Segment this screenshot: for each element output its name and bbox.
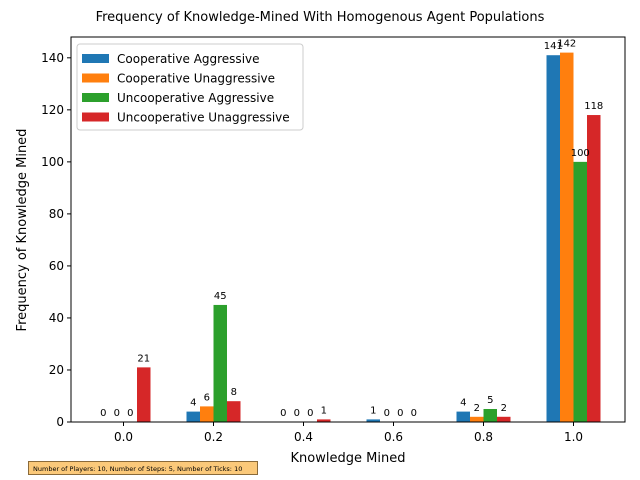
bar-value-label: 4 — [190, 398, 196, 409]
bar — [456, 411, 470, 422]
legend-swatch — [82, 93, 109, 102]
bar-value-label: 0 — [397, 408, 403, 419]
bar — [497, 416, 511, 422]
bar-value-label: 8 — [231, 387, 237, 398]
plot-frame — [70, 36, 626, 423]
x-tick-label: 1.0 — [564, 430, 583, 444]
y-tick-label: 20 — [49, 363, 64, 377]
legend-swatch — [82, 54, 109, 63]
bar-value-label: 21 — [137, 353, 150, 364]
legend-entry: Cooperative Unaggressive — [117, 72, 275, 86]
x-tick-label: 0.0 — [114, 430, 133, 444]
x-tick-label: 0.2 — [204, 430, 223, 444]
bar — [200, 406, 214, 422]
legend-swatch — [82, 73, 109, 83]
bar — [573, 161, 587, 422]
y-tick-label: 100 — [41, 155, 64, 169]
x-tick-label: 0.6 — [384, 430, 403, 444]
x-tick-label: 0.8 — [474, 430, 493, 444]
bar-value-label: 5 — [487, 395, 493, 406]
y-axis: 0 20 40 60 80 100 120 140 — [41, 51, 71, 429]
bar-value-label: 100 — [571, 148, 590, 159]
legend-entry: Cooperative Aggressive — [117, 52, 260, 66]
y-tick-label: 120 — [41, 103, 64, 117]
bar — [470, 416, 484, 422]
bar — [213, 304, 227, 422]
bar — [560, 52, 574, 423]
y-tick-label: 60 — [49, 259, 64, 273]
y-tick-label: 0 — [56, 415, 64, 429]
legend-box — [76, 43, 304, 131]
bar-value-label: 0 — [127, 408, 133, 419]
bar-value-label: 2 — [501, 403, 507, 414]
y-tick-label: 80 — [49, 207, 64, 221]
bar-value-label: 0 — [280, 408, 286, 419]
bar — [366, 419, 380, 422]
bar-value-label: 0 — [294, 408, 300, 419]
bar-value-label: 1 — [321, 405, 327, 416]
legend-entry: Uncooperative Unaggressive — [117, 111, 290, 125]
bar-value-label: 0 — [100, 408, 106, 419]
bar — [587, 115, 601, 423]
x-axis: 0.0 0.2 0.4 0.6 0.8 1.0 — [114, 422, 583, 444]
chart-title: Frequency of Knowledge-Mined With Homoge… — [96, 10, 545, 25]
bar — [483, 408, 497, 422]
bar-value-label: 0 — [307, 408, 313, 419]
bar-value-label: 0 — [411, 408, 417, 419]
bar-value-label: 0 — [114, 408, 120, 419]
bar-value-label: 141 — [544, 41, 563, 52]
y-tick-label: 40 — [49, 311, 64, 325]
bar — [186, 411, 200, 422]
bar-value-label: 4 — [460, 398, 466, 409]
bar-value-label: 1 — [370, 405, 376, 416]
bar-value-label: 118 — [584, 101, 603, 112]
bar — [317, 419, 331, 422]
y-tick-label: 140 — [41, 51, 64, 65]
x-tick-label: 0.4 — [294, 430, 313, 444]
run-parameters-note: Number of Players: 10, Number of Steps: … — [28, 461, 258, 475]
bar-value-label: 142 — [557, 39, 576, 50]
bar — [227, 401, 241, 422]
bar-value-label: 45 — [214, 291, 227, 302]
legend-swatch — [82, 112, 109, 122]
legend-entry: Uncooperative Aggressive — [117, 91, 274, 105]
bar-value-label: 6 — [204, 392, 210, 403]
bar-value-label: 0 — [384, 408, 390, 419]
legend: Cooperative Aggressive Cooperative Unaggr… — [76, 43, 304, 131]
bars-group — [137, 52, 601, 423]
x-axis-label: Knowledge Mined — [291, 451, 406, 466]
y-axis-label: Frequency of Knowledge Mined — [15, 129, 30, 332]
bar — [137, 367, 151, 422]
bar — [546, 55, 560, 422]
bar-value-label: 2 — [474, 403, 480, 414]
